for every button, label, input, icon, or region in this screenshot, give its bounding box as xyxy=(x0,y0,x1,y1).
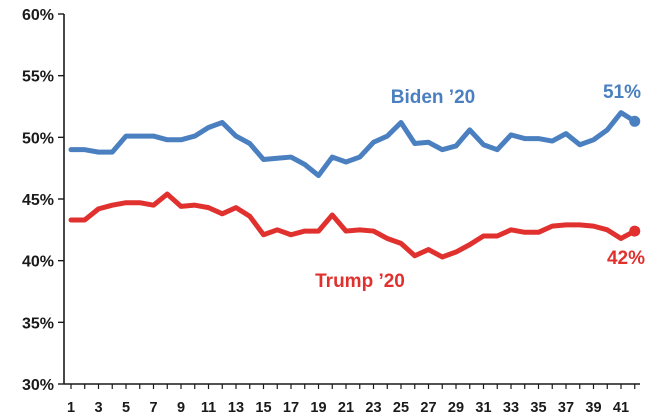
y-tick-label: 30% xyxy=(22,377,54,394)
x-tick-label: 41 xyxy=(613,400,629,416)
y-tick-label: 45% xyxy=(22,192,54,209)
series-line-biden xyxy=(68,110,638,179)
x-tick-label: 31 xyxy=(475,400,491,416)
x-tick-label: 25 xyxy=(393,400,409,416)
y-axis-ticks: 60% 55% 50% 45% 40% 35% 30% xyxy=(22,7,64,394)
x-tick-label: 1 xyxy=(67,400,75,416)
x-tick-label: 9 xyxy=(177,400,185,416)
series-layer xyxy=(68,110,641,260)
x-tick-label: 29 xyxy=(448,400,464,416)
x-tick-label: 5 xyxy=(122,400,130,416)
y-tick-label: 55% xyxy=(22,69,54,86)
x-tick-label: 27 xyxy=(420,400,436,416)
series-label-biden: Biden ’20 xyxy=(391,87,475,108)
x-tick-label: 19 xyxy=(310,400,326,416)
x-tick-label: 23 xyxy=(365,400,381,416)
x-axis-ticks: 1 3 5 7 9 11 13 15 17 19 21 23 25 27 29 31 33 35 37 39 41 xyxy=(67,384,636,416)
x-tick-label: 7 xyxy=(149,400,157,416)
y-tick-label: 60% xyxy=(22,7,54,24)
x-tick-label: 33 xyxy=(503,400,519,416)
series-label-trump: Trump ’20 xyxy=(315,271,405,292)
x-tick-label: 15 xyxy=(255,400,271,416)
chart-axes xyxy=(63,14,640,385)
y-tick-label: 40% xyxy=(22,254,54,271)
y-tick-label: 35% xyxy=(22,315,54,332)
end-value-label-biden: 51% xyxy=(603,82,641,103)
end-point-biden xyxy=(629,115,641,127)
end-value-label-trump: 42% xyxy=(607,248,645,269)
x-tick-label: 37 xyxy=(558,400,574,416)
x-tick-label: 3 xyxy=(94,400,102,416)
x-tick-label: 13 xyxy=(228,400,244,416)
x-tick-label: 21 xyxy=(338,400,354,416)
y-tick-label: 50% xyxy=(22,130,54,147)
x-tick-label: 39 xyxy=(585,400,601,416)
series-line-trump xyxy=(68,191,638,260)
x-tick-label: 35 xyxy=(530,400,546,416)
x-tick-label: 11 xyxy=(201,400,216,416)
end-point-trump xyxy=(629,225,641,237)
x-tick-label: 17 xyxy=(283,400,299,416)
